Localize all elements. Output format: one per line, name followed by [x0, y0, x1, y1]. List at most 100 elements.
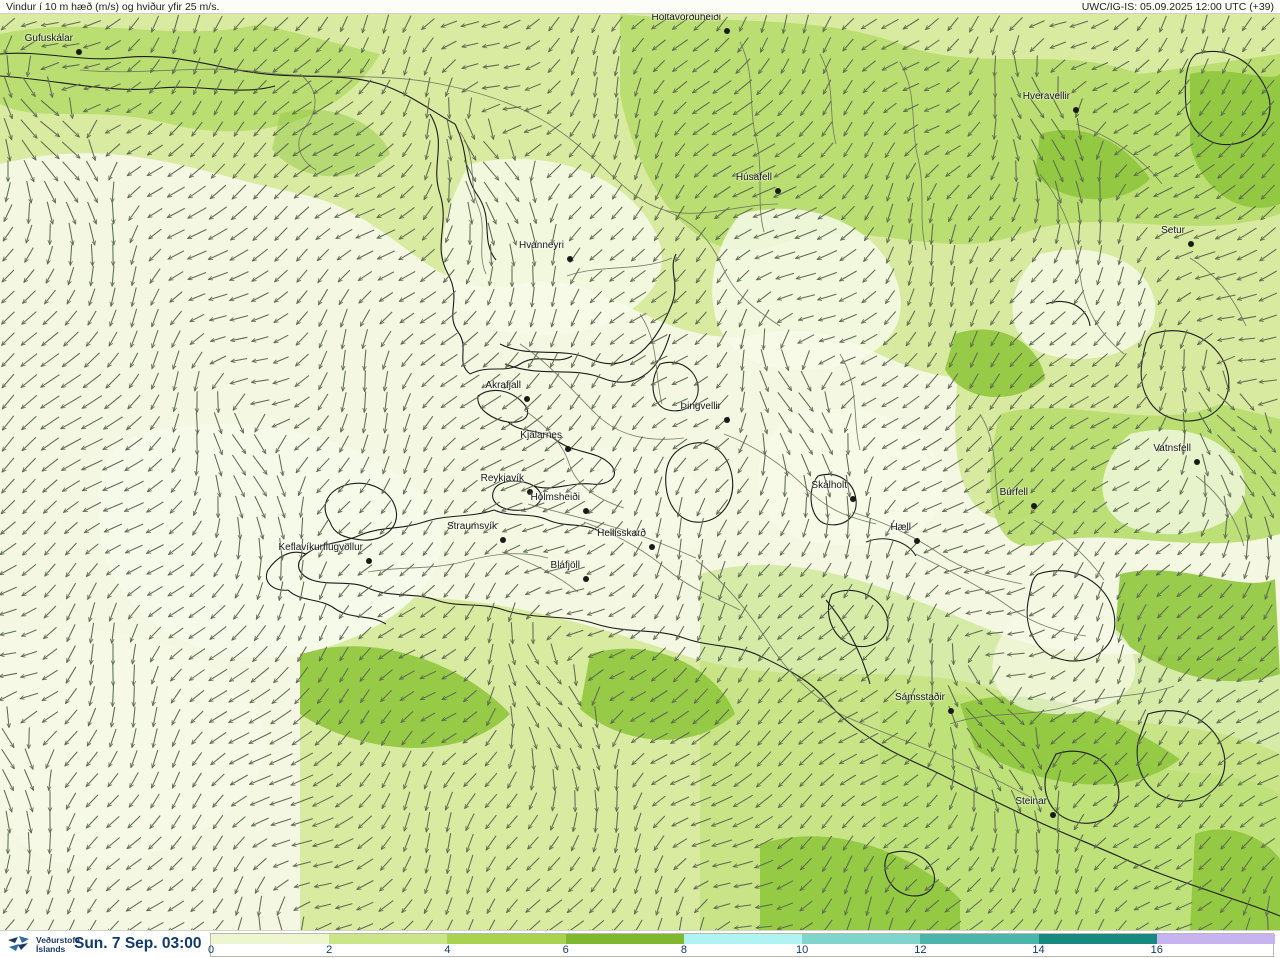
wind-arrow [844, 79, 853, 94]
wind-arrow [864, 121, 875, 136]
wind-arrow [591, 15, 601, 32]
wind-arrow [799, 121, 814, 136]
wind-arrow [150, 80, 161, 94]
wind-arrow [693, 38, 710, 51]
wind-arrow [6, 182, 11, 202]
wind-arrow [862, 60, 876, 72]
wind-arrow [189, 164, 206, 177]
wind-arrow [570, 15, 580, 33]
wind-arrow [482, 20, 501, 27]
wind-arrow [802, 58, 810, 73]
wind-arrow [234, 17, 245, 30]
wind-arrow [40, 120, 59, 137]
wind-arrow [905, 143, 918, 156]
wind-arrow [504, 19, 521, 29]
wind-arrow [62, 161, 80, 181]
wind-arrow [755, 100, 774, 116]
station-dot-icon [1073, 107, 1079, 113]
wind-arrow [693, 59, 710, 72]
wind-arrow [483, 140, 499, 159]
place-label: Holtavörðuheiði [651, 14, 722, 23]
wind-arrow [482, 103, 501, 112]
wind-arrow [652, 18, 667, 29]
wind-arrow [903, 40, 920, 50]
wind-arrow [738, 37, 749, 53]
wind-arrow [20, 98, 37, 117]
wind-arrow [273, 38, 290, 52]
station-dot-icon [775, 188, 781, 194]
wind-arrow [361, 37, 369, 52]
wind-arrow [612, 162, 622, 180]
wind-arrow [336, 79, 353, 94]
wind-arrow [1199, 100, 1212, 115]
wind-arrow [1013, 55, 1018, 77]
wind-arrow [172, 79, 181, 94]
place-label: Vatnsfell [1153, 443, 1191, 454]
wind-arrow [127, 102, 142, 112]
wind-arrow [356, 143, 375, 156]
wind-arrow [63, 43, 80, 47]
wind-arrow [990, 161, 1000, 180]
wind-arrow [462, 81, 479, 92]
place-label: Skálholt [811, 480, 847, 491]
wind-arrow [633, 57, 643, 75]
wind-arrow [548, 59, 561, 72]
wind-arrow [1242, 79, 1253, 94]
wind-speed-colorbar[interactable]: 0 2 4 6 8 10 12 14 16 [207, 933, 1275, 957]
wind-arrow [1242, 16, 1253, 30]
colorbar-tick-0: 0 [207, 944, 215, 956]
wind-arrow [615, 119, 620, 139]
wind-arrow [779, 78, 792, 94]
wind-arrow [1184, 349, 1185, 370]
wind-arrow [462, 63, 479, 69]
station-dot-icon [1194, 459, 1200, 465]
wind-arrow [254, 121, 267, 136]
wind-arrow [1029, 97, 1044, 118]
wind-arrow [469, 97, 473, 119]
colorbar-tick-16: 16 [1150, 944, 1163, 956]
wind-arrow [1134, 144, 1151, 154]
vedurstofa-logo[interactable]: Veðurstofa Íslands [6, 934, 80, 956]
wind-arrow [362, 14, 369, 33]
wind-arrow [780, 58, 790, 74]
colorbar-segment-5 [802, 934, 921, 944]
wind-arrow [446, 118, 451, 140]
wind-arrow [401, 164, 413, 178]
wind-arrow [447, 160, 450, 182]
wind-arrow [213, 15, 223, 32]
wind-arrow [822, 121, 833, 137]
header-bar: Vindur í 10 m hæð (m/s) og hviður yfir 2… [0, 0, 1280, 14]
wind-arrow [1051, 139, 1064, 161]
wind-arrow [149, 101, 162, 114]
wind-arrow [572, 56, 579, 75]
wind-arrow [147, 165, 164, 175]
wind-arrow [355, 165, 376, 177]
map-canvas[interactable]: Gufuskálar Holtavörðuheiði Hveravellir Setu… [0, 14, 1280, 930]
wind-arrow [40, 140, 59, 159]
wind-arrow [314, 79, 333, 93]
wind-arrow [22, 77, 35, 96]
wind-arrow [402, 15, 412, 33]
place-label: Steinar [1015, 796, 1047, 807]
wind-arrow [525, 143, 542, 156]
wind-arrow [1016, 160, 1017, 181]
wind-arrow [1176, 121, 1193, 136]
wind-arrow [504, 41, 521, 48]
wind-arrow [274, 163, 289, 178]
wind-arrow [20, 119, 37, 139]
wind-arrow [29, 727, 30, 748]
wind-arrow [969, 99, 980, 116]
colorbar-segment-8 [1156, 934, 1275, 944]
wind-arrow [1093, 102, 1108, 113]
wind-arrow [946, 81, 960, 92]
colorbar-segment-6 [920, 934, 1039, 944]
wind-arrow [1242, 100, 1253, 116]
wind-arrow [989, 15, 1001, 33]
wind-arrow [736, 58, 751, 74]
wind-arrow [274, 17, 289, 31]
wind-arrow [42, 42, 59, 47]
wind-arrow [733, 100, 754, 115]
wind-arrow [147, 144, 163, 155]
wind-arrow [461, 21, 480, 27]
wind-arrow [993, 139, 998, 160]
